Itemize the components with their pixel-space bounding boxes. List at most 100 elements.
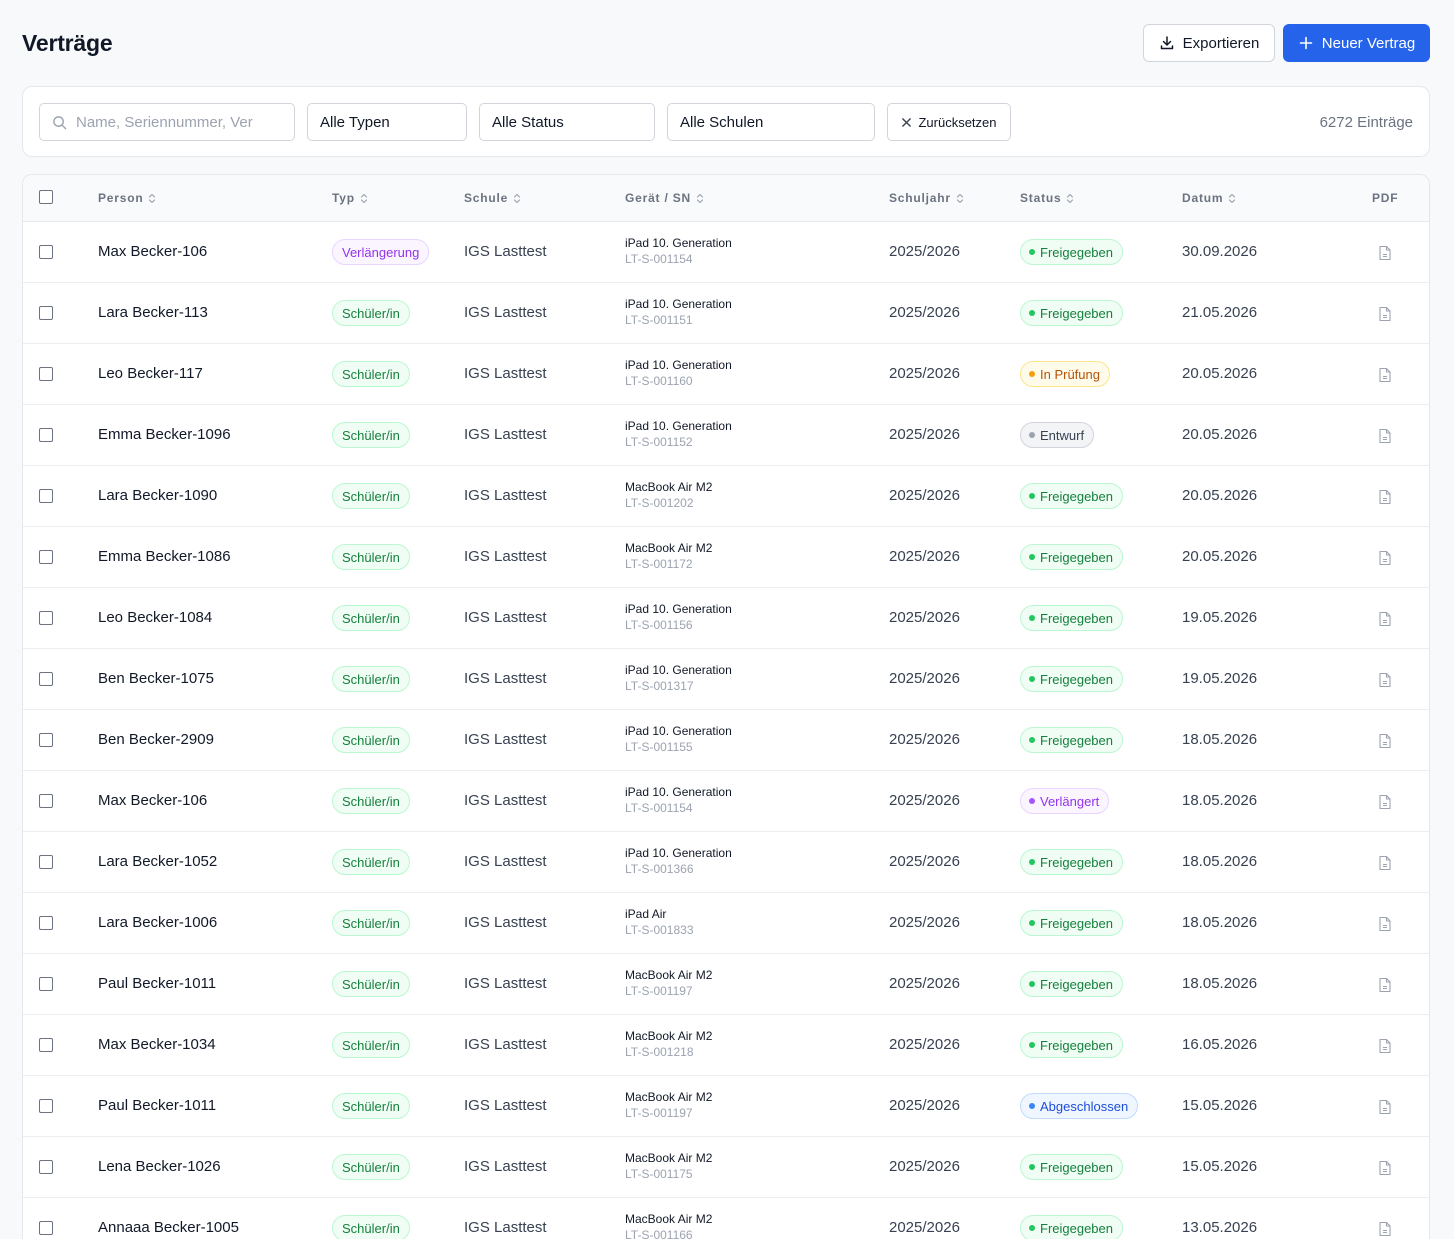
person-name[interactable]: Lara Becker-1090 <box>98 487 218 504</box>
row-checkbox[interactable] <box>39 1160 53 1174</box>
row-checkbox[interactable] <box>39 489 53 503</box>
row-checkbox[interactable] <box>39 306 53 320</box>
file-pdf-icon[interactable] <box>1378 489 1392 505</box>
person-name[interactable]: Leo Becker-1084 <box>98 609 213 626</box>
row-checkbox[interactable] <box>39 672 53 686</box>
row-checkbox[interactable] <box>39 977 53 991</box>
table-row[interactable]: Max Becker-1034 Schüler/in IGS Lasttest Mac… <box>23 1015 1429 1076</box>
school-filter-select[interactable]: Alle Schulen <box>667 103 875 141</box>
row-checkbox[interactable] <box>39 916 53 930</box>
table-row[interactable]: Paul Becker-1011 Schüler/in IGS Lasttest Ma… <box>23 954 1429 1015</box>
table-row[interactable]: Lara Becker-113 Schüler/in IGS Lasttest iPa… <box>23 283 1429 344</box>
row-checkbox[interactable] <box>39 1099 53 1113</box>
file-pdf-icon[interactable] <box>1378 428 1392 444</box>
new-contract-button[interactable]: Neuer Vertrag <box>1283 24 1430 62</box>
row-checkbox[interactable] <box>39 550 53 564</box>
person-name[interactable]: Lara Becker-1006 <box>98 914 218 931</box>
table-row[interactable]: Paul Becker-1011 Schüler/in IGS Lasttest Ma… <box>23 1076 1429 1137</box>
table-row[interactable]: Ben Becker-1075 Schüler/in IGS Lasttest iPa… <box>23 649 1429 710</box>
school-year: 2025/2026 <box>889 243 960 260</box>
column-header-status[interactable]: Status <box>1020 191 1074 205</box>
file-pdf-icon[interactable] <box>1378 306 1392 322</box>
select-all-checkbox[interactable] <box>39 190 53 204</box>
type-badge: Schüler/in <box>332 483 410 509</box>
person-name[interactable]: Annaaa Becker-1005 <box>98 1219 239 1236</box>
status-badge: Freigegeben <box>1020 971 1123 997</box>
person-name[interactable]: Lara Becker-113 <box>98 304 208 321</box>
status-dot <box>1029 676 1035 682</box>
file-pdf-icon[interactable] <box>1378 1099 1392 1115</box>
row-checkbox[interactable] <box>39 855 53 869</box>
status-label: Freigegeben <box>1040 1159 1113 1175</box>
device-name: MacBook Air M2 <box>625 968 713 982</box>
person-name[interactable]: Paul Becker-1011 <box>98 975 217 992</box>
table-row[interactable]: Emma Becker-1086 Schüler/in IGS Lasttest Ma… <box>23 527 1429 588</box>
file-pdf-icon[interactable] <box>1378 672 1392 688</box>
table-row[interactable]: Ben Becker-2909 Schüler/in IGS Lasttest iPa… <box>23 710 1429 771</box>
export-button[interactable]: Exportieren <box>1143 24 1275 62</box>
row-checkbox[interactable] <box>39 428 53 442</box>
status-badge: Verlängert <box>1020 788 1110 814</box>
person-name[interactable]: Ben Becker-2909 <box>98 731 214 748</box>
person-name[interactable]: Max Becker-106 <box>98 792 208 809</box>
device-serial: LT-S-001218 <box>625 1045 694 1059</box>
row-checkbox[interactable] <box>39 1038 53 1052</box>
table-row[interactable]: Max Becker-106 Schüler/in IGS Lasttest iPad… <box>23 771 1429 832</box>
column-header-datum[interactable]: Datum <box>1182 191 1236 205</box>
table-row[interactable]: Annaaa Becker-1005 Schüler/in IGS Lasttest… <box>23 1198 1429 1239</box>
table-row[interactable]: Lara Becker-1052 Schüler/in IGS Lasttest iP… <box>23 832 1429 893</box>
contract-date: 16.05.2026 <box>1182 1036 1258 1053</box>
table-row[interactable]: Lena Becker-1026 Schüler/in IGS Lasttest Ma… <box>23 1137 1429 1198</box>
status-label: Entwurf <box>1040 427 1085 443</box>
column-header-schuljahr[interactable]: Schuljahr <box>889 191 964 205</box>
type-badge: Schüler/in <box>332 544 410 570</box>
column-header-schule[interactable]: Schule <box>464 191 521 205</box>
file-pdf-icon[interactable] <box>1378 611 1392 627</box>
table-row[interactable]: Max Becker-106 Verlängerung IGS Lasttest iP… <box>23 222 1429 283</box>
column-header-typ[interactable]: Typ <box>332 191 368 205</box>
file-pdf-icon[interactable] <box>1378 1221 1392 1237</box>
device-cell: MacBook Air M2 LT-S-001197 <box>625 1090 712 1120</box>
table-row[interactable]: Emma Becker-1096 Schüler/in IGS Lasttest iP… <box>23 405 1429 466</box>
row-checkbox[interactable] <box>39 367 53 381</box>
row-checkbox[interactable] <box>39 245 53 259</box>
row-checkbox[interactable] <box>39 611 53 625</box>
reset-filters-button[interactable]: Zurücksetzen <box>887 103 1011 141</box>
person-name[interactable]: Emma Becker-1086 <box>98 548 231 565</box>
table-row[interactable]: Leo Becker-1084 Schüler/in IGS Lasttest iPa… <box>23 588 1429 649</box>
person-name[interactable]: Lara Becker-1052 <box>98 853 218 870</box>
contract-date: 20.05.2026 <box>1182 365 1258 382</box>
file-pdf-icon[interactable] <box>1378 977 1392 993</box>
person-name[interactable]: Emma Becker-1096 <box>98 426 231 443</box>
person-name[interactable]: Max Becker-106 <box>98 243 208 260</box>
status-label: Freigegeben <box>1040 671 1113 687</box>
file-pdf-icon[interactable] <box>1378 550 1392 566</box>
table-row[interactable]: Leo Becker-117 Schüler/in IGS Lasttest iPad… <box>23 344 1429 405</box>
file-pdf-icon[interactable] <box>1378 916 1392 932</box>
search-input[interactable]: Name, Seriennummer, Ver <box>39 103 295 141</box>
file-pdf-icon[interactable] <box>1378 1038 1392 1054</box>
row-checkbox[interactable] <box>39 733 53 747</box>
row-checkbox[interactable] <box>39 1221 53 1235</box>
person-name[interactable]: Leo Becker-117 <box>98 365 203 382</box>
file-pdf-icon[interactable] <box>1378 794 1392 810</box>
person-name[interactable]: Paul Becker-1011 <box>98 1097 217 1114</box>
person-name[interactable]: Max Becker-1034 <box>98 1036 216 1053</box>
status-filter-select[interactable]: Alle Status <box>479 103 655 141</box>
file-pdf-icon[interactable] <box>1378 1160 1392 1176</box>
type-filter-select[interactable]: Alle Typen <box>307 103 467 141</box>
file-pdf-icon[interactable] <box>1378 733 1392 749</box>
person-name[interactable]: Lena Becker-1026 <box>98 1158 221 1175</box>
device-serial: LT-S-001833 <box>625 923 694 937</box>
column-header-geraet[interactable]: Gerät / SN <box>625 191 704 205</box>
column-header-person[interactable]: Person <box>98 191 156 205</box>
file-pdf-icon[interactable] <box>1378 245 1392 261</box>
contract-date: 15.05.2026 <box>1182 1097 1258 1114</box>
person-name[interactable]: Ben Becker-1075 <box>98 670 214 687</box>
device-name: MacBook Air M2 <box>625 1090 713 1104</box>
table-row[interactable]: Lara Becker-1006 Schüler/in IGS Lasttest iP… <box>23 893 1429 954</box>
file-pdf-icon[interactable] <box>1378 367 1392 383</box>
file-pdf-icon[interactable] <box>1378 855 1392 871</box>
row-checkbox[interactable] <box>39 794 53 808</box>
table-row[interactable]: Lara Becker-1090 Schüler/in IGS Lasttest Ma… <box>23 466 1429 527</box>
